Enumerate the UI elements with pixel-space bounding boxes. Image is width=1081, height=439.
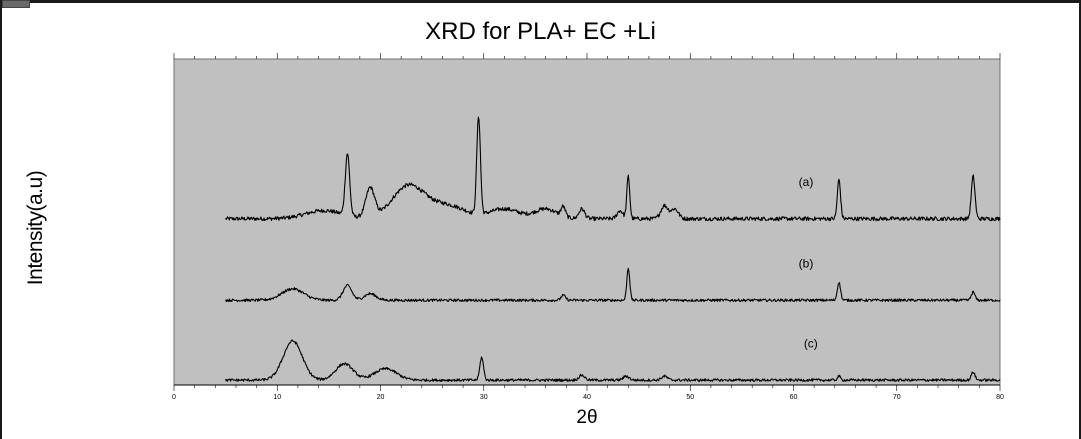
x-tick-label: 20 <box>377 394 385 401</box>
window-control-icon[interactable] <box>2 0 30 8</box>
top-tick-marks <box>173 53 1001 59</box>
chart-title: XRD for PLA+ EC +Li <box>425 18 656 45</box>
x-tick-label: 30 <box>480 394 488 401</box>
x-tick-label: 50 <box>686 394 694 401</box>
series-line-3 <box>225 339 1001 382</box>
series-label-3: (c) <box>804 337 818 351</box>
series-line-2 <box>225 267 1001 303</box>
x-tick-label: 10 <box>273 394 281 401</box>
x-tick-label: 80 <box>996 394 1004 401</box>
series-labels: (a) (b) (c) <box>799 175 818 350</box>
series-line-1 <box>225 116 1001 222</box>
x-tick-label: 40 <box>583 394 591 401</box>
series-label-1: (a) <box>799 175 814 189</box>
x-tick-label: 60 <box>790 394 798 401</box>
x-axis-label: 2θ <box>576 407 598 428</box>
series-lines <box>225 116 1001 382</box>
x-tick-label: 70 <box>893 394 901 401</box>
bottom-tick-marks <box>173 385 1001 391</box>
plot-area <box>173 58 1001 386</box>
x-tick-labels: 0 10 20 30 40 50 60 70 80 <box>172 394 1004 401</box>
series-label-2: (b) <box>799 257 814 271</box>
x-tick-label: 0 <box>172 394 176 401</box>
